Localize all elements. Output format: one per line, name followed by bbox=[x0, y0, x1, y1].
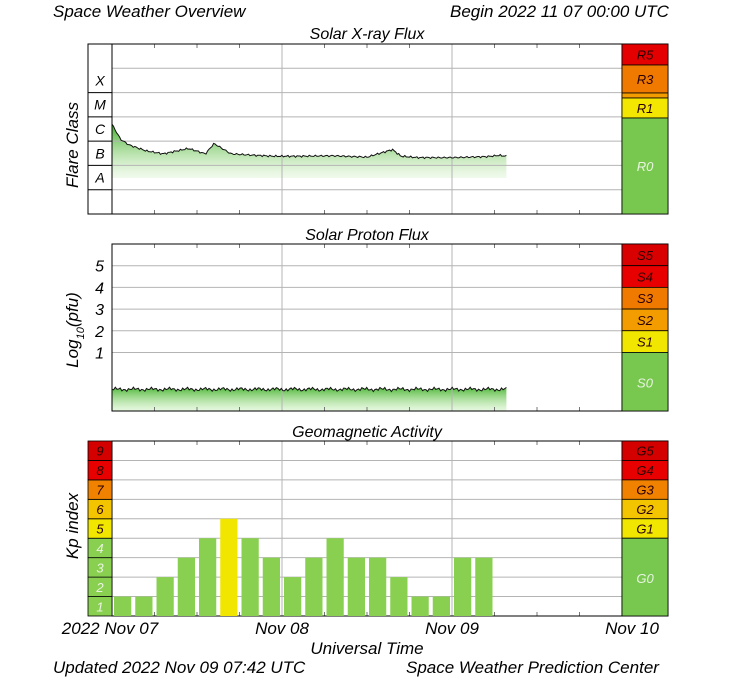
proton-flux-line bbox=[111, 386, 507, 393]
s-scale-label: S4 bbox=[637, 270, 653, 285]
g-scale-label: G4 bbox=[636, 463, 653, 478]
kp-bar bbox=[241, 538, 259, 616]
r-scale-label: R1 bbox=[637, 101, 654, 116]
proton-ytick: 3 bbox=[95, 302, 104, 319]
g-scale-label: G0 bbox=[636, 571, 654, 586]
flare-class-label: M bbox=[94, 97, 106, 113]
r-scale-band bbox=[621, 64, 669, 94]
kp-bars bbox=[114, 518, 493, 616]
xray-flux-fill bbox=[112, 124, 507, 178]
prediction-center-credit: Space Weather Prediction Center bbox=[406, 658, 659, 677]
kp-bar bbox=[114, 596, 132, 616]
xray-fill-layer bbox=[112, 124, 507, 178]
radio-blackout-scale: R5 R3 R1 R0 bbox=[621, 43, 669, 215]
kp-bar bbox=[454, 557, 472, 616]
s-scale-label: S5 bbox=[637, 248, 654, 263]
panel-frame bbox=[111, 440, 669, 617]
kp-bar bbox=[177, 557, 195, 616]
r-scale-label: R3 bbox=[637, 72, 654, 87]
proton-ytick: 1 bbox=[95, 345, 104, 362]
kp-level-label: 6 bbox=[96, 502, 104, 517]
r-scale-label: R5 bbox=[637, 48, 654, 63]
r-scale-label: R0 bbox=[637, 159, 654, 174]
r-scale-band bbox=[621, 117, 669, 215]
panel-frame bbox=[111, 243, 669, 412]
radiation-storm-scale: S5 S4 S3 S2 S1 S0 bbox=[621, 243, 669, 412]
x-tick-label: Nov 10 bbox=[605, 619, 659, 638]
kp-level-label: 2 bbox=[95, 580, 104, 595]
proton-ytick: 4 bbox=[95, 280, 104, 297]
r-scale-band bbox=[621, 92, 669, 99]
page-title: Space Weather Overview bbox=[53, 2, 246, 21]
s-scale-label: S2 bbox=[637, 313, 654, 328]
kp-level-label: 9 bbox=[96, 444, 103, 459]
kp-level-label: 8 bbox=[96, 463, 104, 478]
x-tick-label: Nov 09 bbox=[425, 619, 479, 638]
kp-level-label: 3 bbox=[96, 560, 104, 575]
s-scale-label: S1 bbox=[637, 335, 653, 350]
kp-bar bbox=[326, 538, 344, 616]
xray-flux-line bbox=[111, 123, 507, 160]
updated-timestamp: Updated 2022 Nov 09 07:42 UTC bbox=[53, 658, 306, 677]
kp-bar bbox=[220, 518, 238, 616]
flare-class-box bbox=[87, 43, 113, 215]
kp-bar bbox=[305, 557, 323, 616]
flare-class-label: X bbox=[94, 72, 105, 88]
geomagnetic-storm-scale: G5 G4 G3 G2 G1 G0 bbox=[621, 440, 669, 617]
g-scale-label: G1 bbox=[636, 522, 653, 537]
s-scale-band bbox=[621, 352, 669, 412]
kp-bar bbox=[199, 538, 217, 616]
kp-bar bbox=[475, 557, 493, 616]
proton-ylabel: Log10(pfu) bbox=[63, 292, 87, 368]
geomag-panel-title: Geomagnetic Activity bbox=[292, 424, 443, 441]
proton-fill-layer bbox=[112, 387, 507, 411]
kp-level-label: 7 bbox=[96, 483, 104, 498]
kp-bar bbox=[347, 557, 365, 616]
kp-grid bbox=[111, 440, 669, 617]
g-scale-band bbox=[621, 537, 669, 617]
g-scale-label: G5 bbox=[636, 444, 654, 459]
panel-frame bbox=[111, 43, 669, 215]
x-tick-label: Nov 08 bbox=[255, 619, 309, 638]
kp-level-label: 1 bbox=[96, 599, 103, 614]
xray-ylabel: Flare Class bbox=[63, 102, 82, 188]
kp-bar bbox=[262, 557, 280, 616]
kp-bar bbox=[411, 596, 429, 616]
kp-level-scale: 1 2 3 4 5 6 7 8 9 bbox=[87, 440, 113, 617]
kp-bar bbox=[284, 577, 302, 616]
kp-bar bbox=[135, 596, 153, 616]
proton-flux-fill bbox=[112, 387, 507, 411]
x-axis-label: Universal Time bbox=[310, 639, 423, 658]
begin-timestamp: Begin 2022 11 07 00:00 UTC bbox=[450, 2, 669, 21]
kp-ylabel: Kp index bbox=[63, 492, 82, 559]
s-scale-label: S3 bbox=[637, 291, 654, 306]
xray-grid bbox=[111, 43, 669, 215]
g-scale-label: G2 bbox=[636, 502, 654, 517]
flare-class-label: A bbox=[94, 170, 104, 186]
x-axis-ticks: 2022 Nov 07 Nov 08 Nov 09 Nov 10 bbox=[61, 619, 660, 638]
kp-bar bbox=[369, 557, 387, 616]
proton-ytick: 5 bbox=[95, 259, 104, 276]
kp-bar bbox=[156, 577, 174, 616]
kp-bar bbox=[432, 596, 450, 616]
s-scale-label: S0 bbox=[637, 376, 654, 391]
proton-ytick: 2 bbox=[94, 324, 104, 341]
kp-level-cell bbox=[87, 440, 113, 461]
flare-class-label: B bbox=[95, 145, 104, 161]
xray-panel-title: Solar X-ray Flux bbox=[310, 26, 426, 43]
proton-grid bbox=[111, 243, 669, 412]
flare-class-label: C bbox=[95, 121, 106, 137]
kp-level-label: 4 bbox=[96, 541, 103, 556]
kp-bar bbox=[390, 577, 408, 616]
kp-level-label: 5 bbox=[96, 522, 104, 537]
proton-panel-title: Solar Proton Flux bbox=[305, 227, 430, 244]
proton-yticks: 1 2 3 4 5 bbox=[94, 259, 104, 363]
g-scale-label: G3 bbox=[636, 483, 654, 498]
x-tick-label: 2022 Nov 07 bbox=[61, 619, 159, 638]
